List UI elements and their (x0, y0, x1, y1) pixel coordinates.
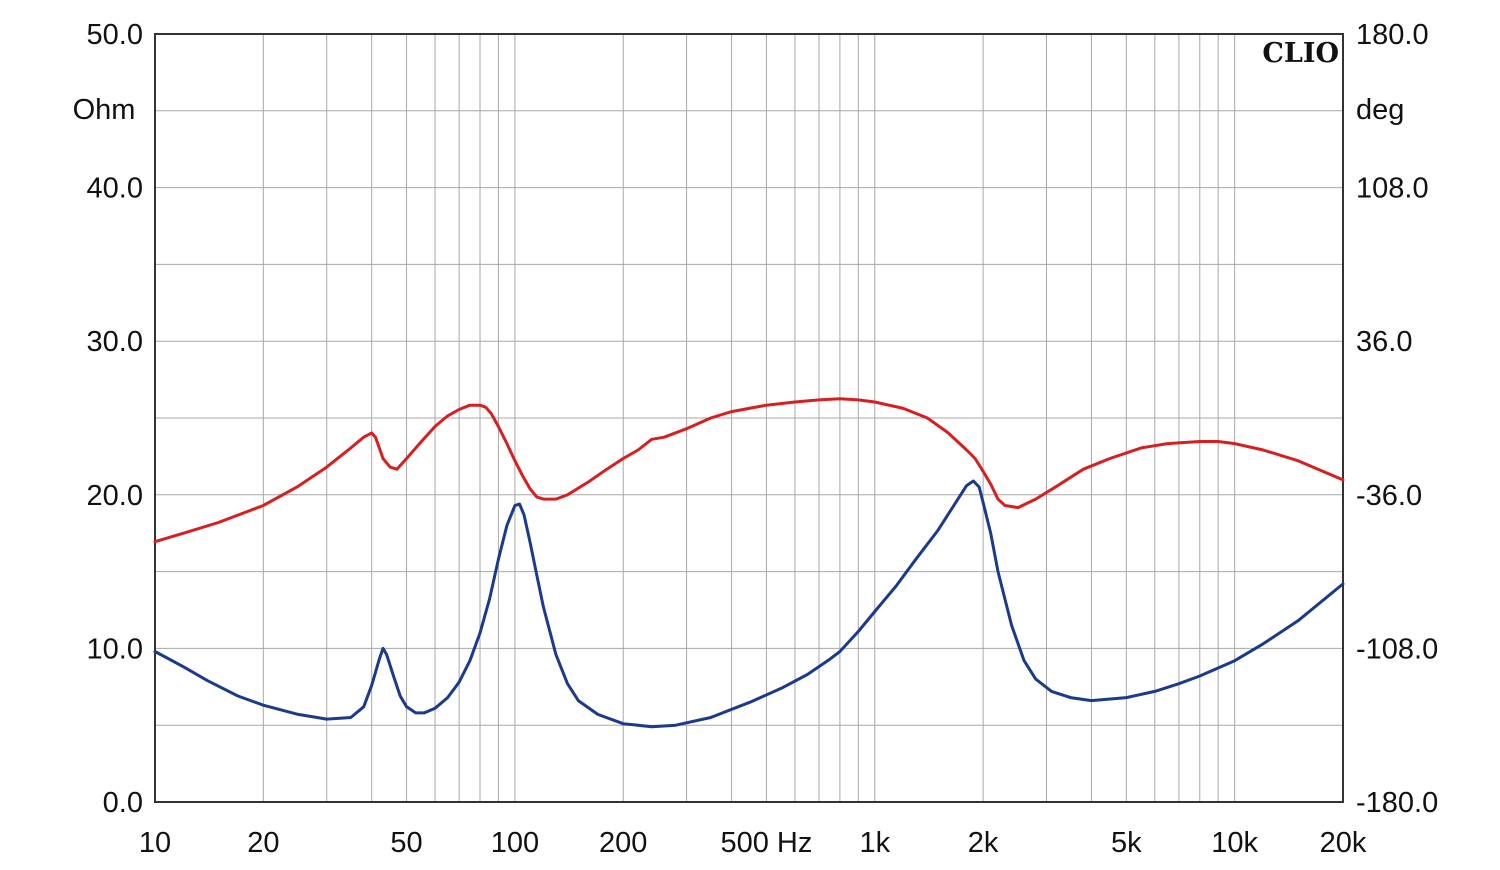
x-tick-label: 5k (1111, 827, 1142, 859)
left-y-tick-label: 50.0 (87, 19, 143, 51)
series-line-impedance (153, 479, 1345, 729)
x-tick-label: 200 (599, 827, 647, 859)
grid-lines (155, 34, 1343, 802)
series-line-phase (153, 397, 1345, 544)
x-tick-label: 10k (1211, 827, 1258, 859)
x-tick-label: 20 (247, 827, 279, 859)
left-y-tick-label: 0.0 (103, 787, 143, 819)
left-y-tick-label: 20.0 (87, 480, 143, 512)
right-y-tick-label: 180.0 (1356, 19, 1429, 51)
right-y-tick-label: 108.0 (1356, 173, 1429, 205)
x-tick-label: 2k (968, 827, 999, 859)
axis-tick-labels: 10 20 50 100 200 500 Hz 1k 2k 5k 10k 20k 0.0 10.0 20.… (87, 19, 1439, 859)
left-y-tick-label: 10.0 (87, 633, 143, 665)
x-tick-label: 10 (139, 827, 171, 859)
x-tick-label: 50 (390, 827, 422, 859)
plot-frame (154, 33, 1344, 803)
x-tick-label: 100 (491, 827, 539, 859)
right-axis-unit: deg (1356, 94, 1404, 126)
right-y-tick-label: -36.0 (1356, 480, 1422, 512)
brand-label: CLIO (1262, 38, 1339, 69)
x-tick-label: 20k (1320, 827, 1367, 859)
series-layer (153, 397, 1345, 729)
right-y-tick-label: 36.0 (1356, 326, 1412, 358)
x-tick-label: 1k (859, 827, 890, 859)
left-y-tick-label: 30.0 (87, 326, 143, 358)
left-y-tick-label: 40.0 (87, 173, 143, 205)
right-y-tick-label: -180.0 (1356, 787, 1438, 819)
left-axis-unit: Ohm (73, 94, 136, 126)
x-tick-label: 500 Hz (720, 827, 812, 859)
right-y-tick-label: -108.0 (1356, 633, 1438, 665)
